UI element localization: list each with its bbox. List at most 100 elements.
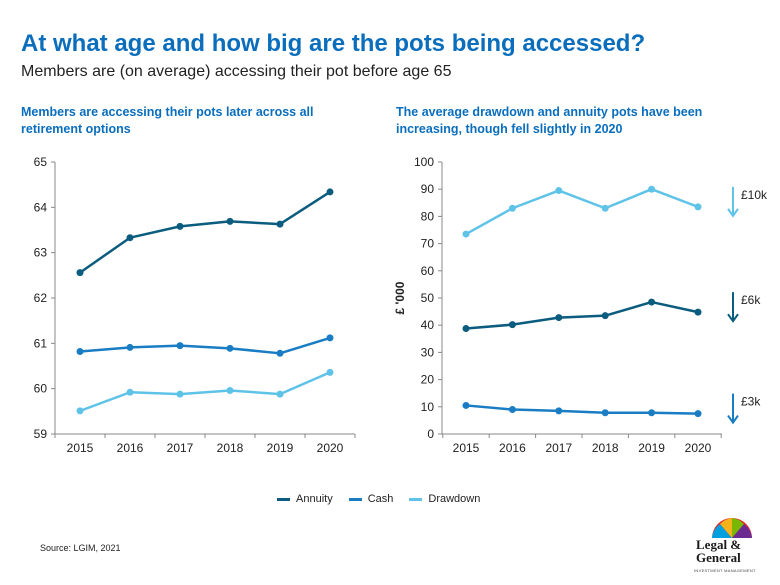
data-point-drawdown: [508, 204, 516, 212]
legend-label-annuity: Annuity: [296, 493, 333, 505]
data-point-annuity: [326, 188, 334, 196]
arrow-head-icon-drawdown: [727, 208, 739, 218]
y-axis-label: £ '000: [393, 281, 407, 314]
y-tick-label: 62: [34, 291, 48, 305]
x-tick-label: 2019: [267, 441, 294, 455]
y-tick-label: 59: [34, 427, 48, 441]
data-point-annuity: [126, 234, 134, 242]
data-point-cash: [276, 349, 284, 357]
data-point-drawdown: [276, 390, 284, 398]
data-point-drawdown: [555, 187, 563, 195]
data-point-cash: [694, 410, 702, 418]
change-label-cash: £3k: [741, 395, 761, 409]
arrow-head-icon-annuity: [727, 313, 739, 323]
y-tick-label: 64: [34, 200, 48, 214]
x-tick-label: 2015: [67, 441, 94, 455]
data-point-cash: [226, 344, 234, 352]
legend-item-drawdown: Drawdown: [409, 493, 480, 505]
legend-item-cash: Cash: [348, 493, 394, 505]
data-point-drawdown: [648, 185, 656, 193]
legend-swatch-cash: [348, 497, 362, 501]
legend-swatch-annuity: [277, 497, 290, 501]
legend-item-annuity: Annuity: [277, 493, 333, 505]
data-point-drawdown: [694, 203, 702, 211]
data-point-cash: [176, 342, 184, 350]
x-tick-label: 2018: [217, 441, 244, 455]
y-tick-label: 30: [421, 345, 435, 359]
right-chart-title: The average drawdown and annuity pots ha…: [396, 105, 703, 136]
y-tick-label: 10: [421, 400, 435, 414]
data-point-cash: [648, 409, 656, 417]
data-point-drawdown: [462, 230, 470, 238]
y-tick-label: 90: [421, 182, 435, 196]
y-tick-label: 50: [421, 291, 435, 305]
data-point-annuity: [601, 312, 609, 320]
logo-wordmark: Legal & General: [696, 538, 741, 564]
x-tick-label: 2015: [453, 441, 480, 455]
data-point-cash: [126, 343, 134, 351]
data-point-annuity: [76, 269, 84, 277]
series-line-annuity: [465, 300, 699, 330]
y-tick-label: 61: [34, 336, 48, 350]
data-point-annuity: [176, 222, 184, 230]
data-point-drawdown: [76, 407, 84, 415]
legend-swatch-drawdown: [409, 497, 423, 501]
arrow-head-icon-cash: [727, 415, 739, 425]
data-point-annuity: [508, 321, 516, 329]
y-tick-label: 80: [421, 209, 435, 223]
y-tick-label: 40: [421, 318, 435, 332]
data-point-annuity: [555, 314, 563, 322]
y-tick-label: 100: [414, 155, 434, 169]
data-point-drawdown: [176, 390, 184, 398]
x-tick-label: 2017: [167, 441, 194, 455]
chart-legend: Annuity Cash Drawdown: [277, 493, 480, 505]
x-tick-label: 2017: [545, 441, 572, 455]
y-tick-label: 60: [421, 264, 435, 278]
umbrella-icon: [712, 518, 752, 538]
x-tick-label: 2018: [592, 441, 619, 455]
data-point-cash: [601, 409, 609, 417]
series-line-drawdown: [465, 187, 699, 236]
series-line-annuity: [79, 190, 331, 274]
x-tick-label: 2020: [317, 441, 344, 455]
series-line-drawdown: [79, 371, 331, 413]
logo-line-2: General: [696, 550, 741, 565]
data-point-annuity: [648, 298, 656, 306]
data-point-cash: [508, 406, 516, 414]
data-point-annuity: [276, 220, 284, 228]
y-tick-label: 70: [421, 237, 435, 251]
series-line-cash: [465, 404, 699, 415]
logo-tagline: INVESTMENT MANAGEMENT: [694, 568, 756, 573]
logo-line-1: Legal &: [696, 537, 742, 552]
data-point-drawdown: [326, 368, 334, 376]
data-point-annuity: [694, 308, 702, 316]
x-tick-label: 2016: [117, 441, 144, 455]
page-subtitle: Members are (on average) accessing their…: [21, 63, 452, 80]
x-tick-label: 2020: [685, 441, 712, 455]
data-point-cash: [462, 401, 470, 409]
data-point-annuity: [226, 217, 234, 225]
change-label-annuity: £6k: [741, 293, 761, 307]
data-point-drawdown: [601, 204, 609, 212]
data-point-annuity: [462, 324, 470, 332]
data-point-drawdown: [126, 388, 134, 396]
y-tick-label: 0: [427, 427, 434, 441]
page-title: At what age and how big are the pots bei…: [21, 30, 646, 57]
x-tick-label: 2016: [499, 441, 526, 455]
data-point-cash: [76, 347, 84, 355]
y-tick-label: 20: [421, 373, 435, 387]
legend-label-drawdown: Drawdown: [428, 493, 481, 505]
data-point-cash: [326, 334, 334, 342]
y-tick-label: 65: [34, 155, 48, 169]
left-chart-title: Members are accessing their pots later a…: [21, 105, 314, 136]
series-line-cash: [79, 336, 331, 355]
y-tick-label: 63: [34, 246, 48, 260]
source-note: Source: LGIM, 2021: [40, 543, 121, 553]
data-point-cash: [555, 407, 563, 415]
legend-label-cash: Cash: [367, 493, 394, 505]
y-tick-label: 60: [34, 382, 48, 396]
x-tick-label: 2019: [638, 441, 665, 455]
data-point-drawdown: [226, 386, 234, 394]
